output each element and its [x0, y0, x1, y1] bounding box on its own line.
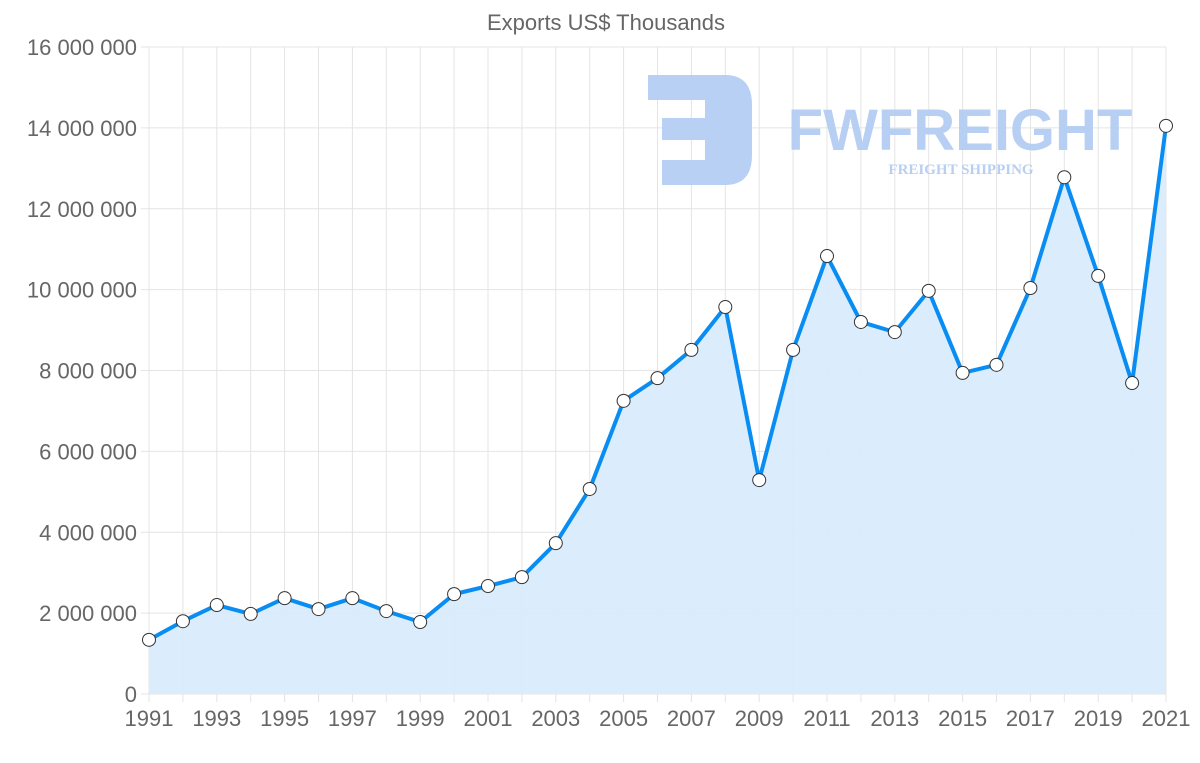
data-point [989, 357, 1004, 372]
data-point [955, 365, 970, 380]
data-point [1057, 170, 1072, 185]
data-point [853, 314, 868, 329]
data-point [752, 473, 767, 488]
x-tick-label: 2017 [1006, 706, 1055, 731]
data-point [311, 602, 326, 617]
x-tick-label: 2015 [938, 706, 987, 731]
x-tick-label: 1997 [328, 706, 377, 731]
x-tick-label: 2003 [531, 706, 580, 731]
data-point [887, 325, 902, 340]
data-point [243, 606, 258, 621]
data-point [413, 615, 428, 630]
y-tick-label: 16 000 000 [27, 35, 137, 60]
data-point [379, 604, 394, 619]
data-point [616, 393, 631, 408]
x-tick-label: 1999 [396, 706, 445, 731]
data-point [277, 591, 292, 606]
data-point [481, 579, 495, 594]
data-point [548, 536, 563, 551]
x-tick-label: 1995 [260, 706, 309, 731]
data-point [209, 598, 224, 613]
x-tick-label: 2011 [803, 706, 850, 731]
watermark-tagline: FREIGHT SHIPPING [888, 162, 1033, 178]
x-tick-label: 2013 [870, 706, 919, 731]
series-marks [142, 118, 1173, 694]
data-point [1125, 376, 1140, 391]
chart-title: Exports US$ Thousands [487, 10, 725, 35]
data-point [582, 481, 597, 496]
watermark-logo-text: FWFREIGHT [788, 98, 1133, 163]
data-point [1023, 281, 1038, 296]
data-point [175, 614, 190, 629]
series-area-fill [149, 125, 1166, 694]
data-point [1091, 268, 1106, 283]
x-tick-label: 2009 [735, 706, 784, 731]
watermark-logo: FWFREIGHT FREIGHT SHIPPING [648, 75, 1132, 185]
x-tick-label: 1991 [125, 706, 174, 731]
data-point [1159, 118, 1173, 133]
y-tick-label: 2 000 000 [39, 601, 137, 626]
x-tick-label: 2005 [599, 706, 648, 731]
y-tick-label: 10 000 000 [27, 278, 137, 303]
y-tick-label: 8 000 000 [39, 359, 137, 384]
x-tick-label: 2007 [667, 706, 716, 731]
x-tick-label: 2021 [1142, 706, 1191, 731]
data-point [142, 632, 156, 647]
y-tick-label: 14 000 000 [27, 116, 137, 141]
x-tick-label: 1993 [192, 706, 241, 731]
data-point [718, 300, 733, 315]
data-point [820, 249, 834, 264]
axis-labels: 0 2 000 000 4 000 000 6 000 000 8 000 000 10 … [27, 35, 1191, 731]
data-point [447, 587, 462, 602]
data-point [650, 371, 665, 386]
y-tick-label: 4 000 000 [39, 520, 137, 545]
data-point [345, 591, 360, 606]
y-tick-label: 0 [125, 682, 137, 707]
data-point [514, 570, 529, 585]
x-tick-label: 2001 [464, 706, 513, 731]
data-point [786, 342, 801, 357]
watermark-logo-mark [648, 75, 752, 185]
x-tick-label: 2019 [1074, 706, 1123, 731]
y-tick-label: 12 000 000 [27, 197, 137, 222]
data-point [921, 283, 936, 298]
data-point [684, 342, 699, 357]
y-tick-label: 6 000 000 [39, 439, 137, 464]
